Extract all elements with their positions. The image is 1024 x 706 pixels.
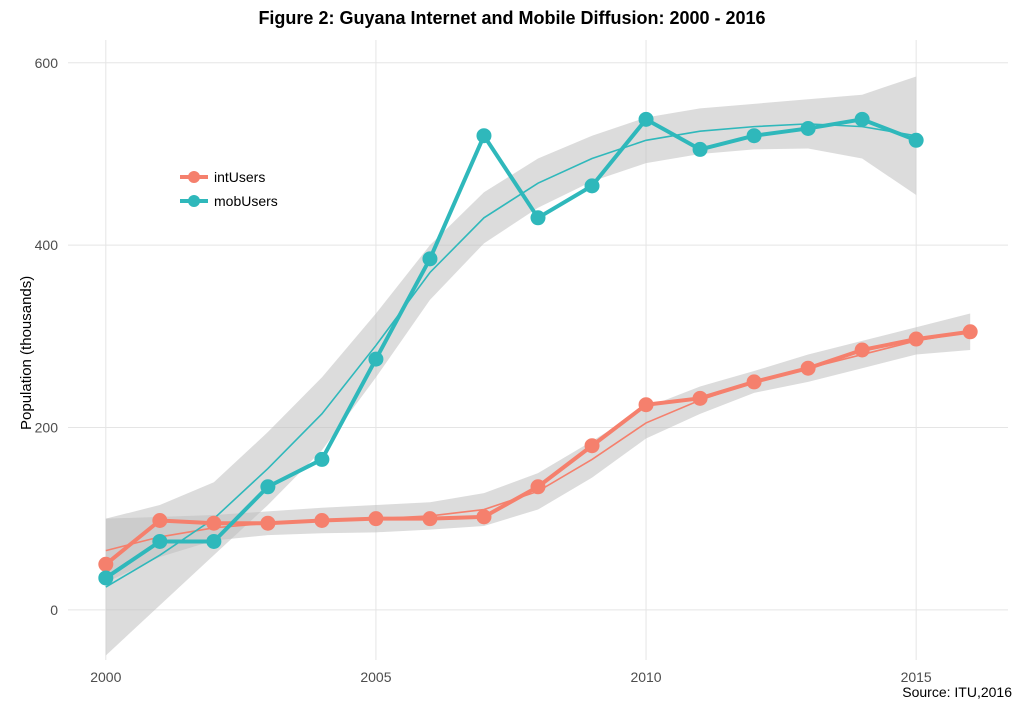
y-tick-label: 600 — [35, 55, 59, 71]
data-point — [99, 557, 113, 571]
data-point — [855, 112, 869, 126]
x-tick-label: 2000 — [90, 669, 121, 685]
data-point — [963, 325, 977, 339]
y-tick-label: 200 — [35, 420, 59, 436]
data-point — [315, 514, 329, 528]
data-point — [423, 512, 437, 526]
data-point — [909, 332, 923, 346]
legend: intUsers mobUsers — [180, 165, 278, 213]
data-point — [261, 480, 275, 494]
y-tick-label: 400 — [35, 237, 59, 253]
legend-item: mobUsers — [180, 189, 278, 213]
data-point — [747, 375, 761, 389]
data-point — [369, 512, 383, 526]
x-tick-label: 2005 — [360, 669, 391, 685]
data-point — [261, 516, 275, 530]
data-point — [801, 361, 815, 375]
data-point — [801, 121, 815, 135]
confidence-ribbon — [106, 314, 970, 583]
data-point — [423, 252, 437, 266]
data-point — [99, 571, 113, 585]
legend-label: intUsers — [214, 169, 265, 185]
plot-svg: 0 200 400 600 2000 2005 2010 2015 — [0, 0, 1024, 706]
legend-marker — [180, 168, 208, 186]
data-point — [747, 129, 761, 143]
data-point — [369, 352, 383, 366]
data-point — [153, 514, 167, 528]
data-point — [207, 516, 221, 530]
data-point — [693, 391, 707, 405]
data-point — [639, 112, 653, 126]
y-tick-label: 0 — [50, 602, 58, 618]
data-point — [909, 133, 923, 147]
data-point — [477, 129, 491, 143]
data-point — [585, 439, 599, 453]
x-tick-label: 2015 — [901, 669, 932, 685]
data-point — [315, 452, 329, 466]
legend-marker — [180, 192, 208, 210]
legend-item: intUsers — [180, 165, 278, 189]
legend-label: mobUsers — [214, 193, 278, 209]
data-point — [477, 510, 491, 524]
data-point — [585, 179, 599, 193]
chart-container: Figure 2: Guyana Internet and Mobile Dif… — [0, 0, 1024, 706]
data-point — [531, 211, 545, 225]
data-point — [693, 142, 707, 156]
data-point — [531, 480, 545, 494]
data-point — [207, 534, 221, 548]
x-tick-label: 2010 — [630, 669, 661, 685]
data-point — [153, 534, 167, 548]
data-point — [639, 398, 653, 412]
data-point — [855, 343, 869, 357]
